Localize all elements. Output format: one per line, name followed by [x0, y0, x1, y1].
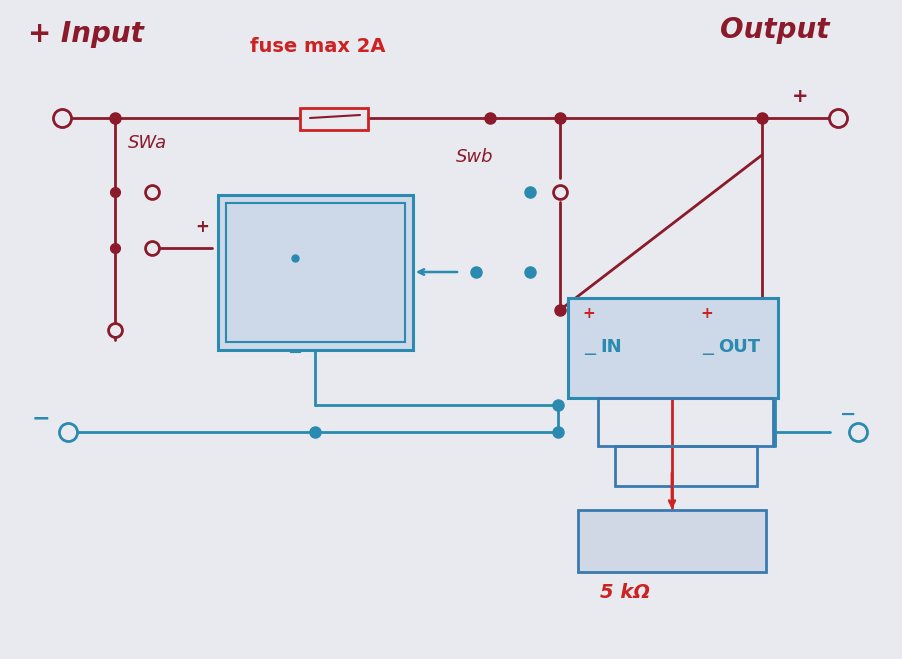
Bar — [218, 195, 413, 350]
Text: −: − — [840, 405, 856, 424]
Text: −: − — [32, 408, 51, 428]
Bar — [615, 446, 757, 486]
Text: Output: Output — [720, 16, 830, 44]
Text: +: + — [792, 87, 808, 106]
Bar — [300, 108, 368, 130]
Text: Swb: Swb — [456, 148, 493, 166]
Text: SWa: SWa — [128, 134, 167, 152]
Text: OUT: OUT — [718, 338, 760, 356]
Text: 5 kΩ: 5 kΩ — [600, 583, 650, 602]
Text: −: − — [700, 346, 715, 364]
Text: −: − — [582, 346, 597, 364]
Text: −: − — [288, 344, 302, 362]
Bar — [598, 398, 773, 446]
Text: +: + — [700, 306, 713, 321]
Bar — [568, 298, 778, 398]
Text: IN: IN — [600, 338, 621, 356]
Text: fuse max 2A: fuse max 2A — [250, 37, 385, 56]
Bar — [578, 510, 766, 572]
Text: + Input: + Input — [28, 20, 144, 48]
Bar — [226, 203, 405, 342]
Text: +: + — [582, 306, 594, 321]
Text: +: + — [195, 218, 209, 236]
